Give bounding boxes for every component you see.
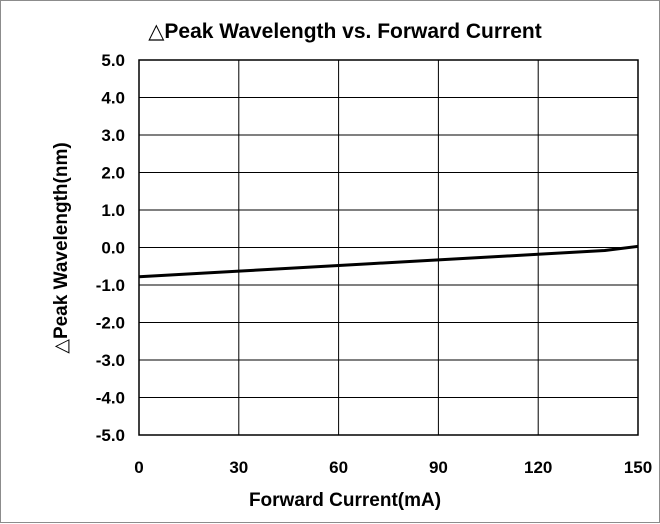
y-tick-label: -1.0 bbox=[96, 276, 125, 295]
y-tick-label: 2.0 bbox=[101, 164, 125, 183]
y-tick-label: -2.0 bbox=[96, 314, 125, 333]
x-axis-label: Forward Current(mA) bbox=[249, 490, 441, 511]
y-tick-label: -3.0 bbox=[96, 351, 125, 370]
grid-layer bbox=[138, 59, 639, 436]
y-tick-label: -4.0 bbox=[96, 389, 125, 408]
y-tick-label: 5.0 bbox=[101, 51, 125, 70]
series-line bbox=[138, 244, 639, 279]
y-axis-label: △Peak Wavelength(nm) bbox=[51, 142, 72, 353]
x-tick-label: 90 bbox=[429, 458, 448, 477]
x-tick-label: 30 bbox=[229, 458, 248, 477]
y-tick-label: -5.0 bbox=[96, 426, 125, 445]
y-tick-label: 1.0 bbox=[101, 201, 125, 220]
chart-title: △Peak Wavelength vs. Forward Current bbox=[148, 20, 541, 43]
y-tick-label: 3.0 bbox=[101, 126, 125, 145]
x-tick-label: 150 bbox=[624, 458, 652, 477]
plot-border bbox=[138, 59, 639, 436]
y-tick-label: 0.0 bbox=[101, 239, 125, 258]
y-tick-label: 4.0 bbox=[101, 89, 125, 108]
x-tick-label: 0 bbox=[134, 458, 143, 477]
x-tick-label: 60 bbox=[329, 458, 348, 477]
x-tick-label: 120 bbox=[524, 458, 552, 477]
x-tick-labels: 0 30 60 90 120 150 bbox=[134, 458, 652, 477]
series-layer bbox=[138, 244, 639, 279]
y-tick-labels: 5.0 4.0 3.0 2.0 1.0 0.0 -1.0 -2.0 -3.0 -4.0 -5.0 bbox=[96, 51, 125, 445]
